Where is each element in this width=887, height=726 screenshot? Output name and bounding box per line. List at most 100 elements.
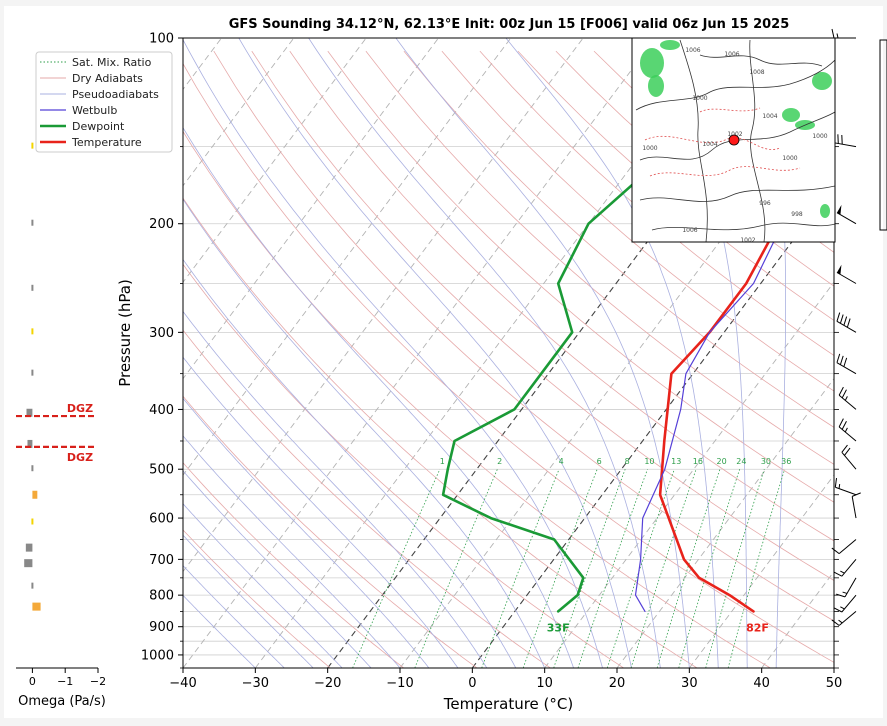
mixing-ratio-line bbox=[656, 469, 721, 668]
omega-axis-label: Omega (Pa/s) bbox=[18, 694, 106, 709]
precip-area bbox=[640, 48, 664, 78]
wind-barb bbox=[836, 312, 857, 333]
chart-title: GFS Sounding 34.12°N, 62.13°E Init: 00z … bbox=[229, 17, 790, 32]
map-isobar bbox=[649, 166, 801, 177]
wind-barb bbox=[838, 418, 857, 442]
precip-area bbox=[648, 75, 664, 97]
y-tick-label: 200 bbox=[149, 217, 174, 232]
y-tick-label: 800 bbox=[149, 589, 174, 604]
isotherm-line bbox=[399, 88, 834, 668]
omega-bar bbox=[31, 142, 34, 149]
dry-adiabat bbox=[479, 50, 834, 356]
x-tick-label: 40 bbox=[753, 676, 770, 691]
isotherm-line bbox=[833, 667, 834, 668]
precip-area bbox=[782, 108, 800, 122]
dry-adiabat bbox=[183, 395, 478, 668]
mixing-ratio-line bbox=[577, 469, 648, 668]
precip-area bbox=[820, 204, 830, 218]
dry-adiabat bbox=[183, 263, 624, 668]
omega-bar bbox=[32, 602, 41, 611]
mixing-ratio-label: 8 bbox=[625, 457, 630, 466]
mixing-ratio-line bbox=[705, 469, 765, 668]
x-tick-label: 0 bbox=[468, 676, 476, 691]
isotherm-line bbox=[183, 38, 656, 668]
x-tick-label: 10 bbox=[536, 676, 553, 691]
dewpoint-profile bbox=[441, 38, 802, 613]
dry-adiabat bbox=[365, 50, 834, 465]
map-isobar bbox=[644, 135, 781, 150]
side-panel-edge bbox=[879, 39, 887, 231]
legend-entry: Pseudoadiabats bbox=[72, 88, 159, 101]
map-border bbox=[699, 54, 823, 67]
mixing-ratio-label: 10 bbox=[644, 457, 654, 466]
pseudoadiabat bbox=[636, 38, 748, 668]
dgz-label: DGZ bbox=[67, 451, 93, 464]
map-isobar bbox=[699, 107, 761, 113]
mixing-ratio-label: 36 bbox=[781, 457, 791, 466]
mixing-ratio-label: 13 bbox=[671, 457, 681, 466]
map-label: 1002 bbox=[727, 131, 742, 138]
surface-temp-label: 82F bbox=[746, 621, 769, 634]
isotherm-line bbox=[254, 38, 729, 668]
x-tick-label: −40 bbox=[169, 676, 196, 691]
pseudoadiabat bbox=[183, 38, 603, 668]
dry-adiabat bbox=[403, 50, 834, 428]
x-tick-label: −30 bbox=[242, 676, 269, 691]
wind-barb bbox=[833, 559, 857, 577]
isotherm-line bbox=[544, 281, 834, 668]
legend-entry: Wetbulb bbox=[72, 104, 117, 117]
omega-bar bbox=[26, 408, 33, 417]
pseudoadiabat bbox=[183, 310, 488, 668]
omega-bar bbox=[31, 219, 34, 226]
wind-barb bbox=[836, 577, 857, 598]
y-tick-label: 900 bbox=[149, 620, 174, 635]
wind-barb bbox=[833, 133, 857, 148]
y-tick-label: 500 bbox=[149, 463, 174, 478]
isotherm-line bbox=[183, 38, 439, 380]
omega-bar bbox=[31, 369, 34, 376]
y-tick-label: 600 bbox=[149, 512, 174, 527]
mixing-ratio-label: 16 bbox=[693, 457, 703, 466]
y-axis-label: Pressure (hPa) bbox=[116, 279, 134, 387]
map-label: 1006 bbox=[724, 51, 739, 58]
pseudoadiabat bbox=[183, 594, 256, 668]
isotherm-line bbox=[471, 184, 834, 668]
mixing-ratio-line bbox=[606, 469, 675, 668]
mixing-ratio-line bbox=[727, 469, 786, 668]
wind-barb bbox=[838, 386, 857, 410]
legend-entry: Temperature bbox=[71, 136, 142, 149]
pseudoadiabat bbox=[183, 470, 372, 668]
pseudoadiabat bbox=[183, 435, 401, 668]
map-label: 1000 bbox=[692, 95, 707, 102]
x-axis-label: Temperature (°C) bbox=[443, 695, 573, 713]
y-tick-label: 300 bbox=[149, 326, 174, 341]
pseudoadiabat bbox=[183, 258, 517, 668]
isotherm-line bbox=[327, 38, 801, 668]
pseudoadiabat bbox=[183, 534, 314, 668]
pseudoadiabat bbox=[183, 198, 546, 668]
omega-tick-label: −1 bbox=[57, 675, 73, 688]
mixing-ratio-line bbox=[481, 469, 560, 668]
mixing-ratio-line bbox=[678, 469, 741, 668]
pseudoadiabat bbox=[308, 38, 661, 668]
map-border bbox=[651, 222, 835, 231]
mixing-ratio-line bbox=[522, 469, 598, 668]
omega-bar bbox=[24, 559, 33, 568]
isotherm-line bbox=[183, 38, 584, 573]
dry-adiabat bbox=[327, 50, 834, 503]
map-border bbox=[635, 59, 835, 111]
pseudoadiabat bbox=[395, 38, 690, 668]
omega-bar bbox=[32, 490, 38, 499]
omega-bar bbox=[27, 439, 33, 448]
omega-bar bbox=[25, 543, 33, 552]
mixing-ratio-label: 4 bbox=[559, 457, 564, 466]
omega-bar bbox=[31, 518, 34, 525]
dry-adiabat bbox=[183, 529, 331, 668]
wind-barb bbox=[831, 28, 856, 39]
map-label: 1000 bbox=[782, 155, 797, 162]
x-tick-label: 30 bbox=[681, 676, 698, 691]
dry-adiabat bbox=[183, 329, 551, 668]
inset-map-frame bbox=[631, 37, 836, 243]
map-label: 1004 bbox=[762, 113, 777, 120]
